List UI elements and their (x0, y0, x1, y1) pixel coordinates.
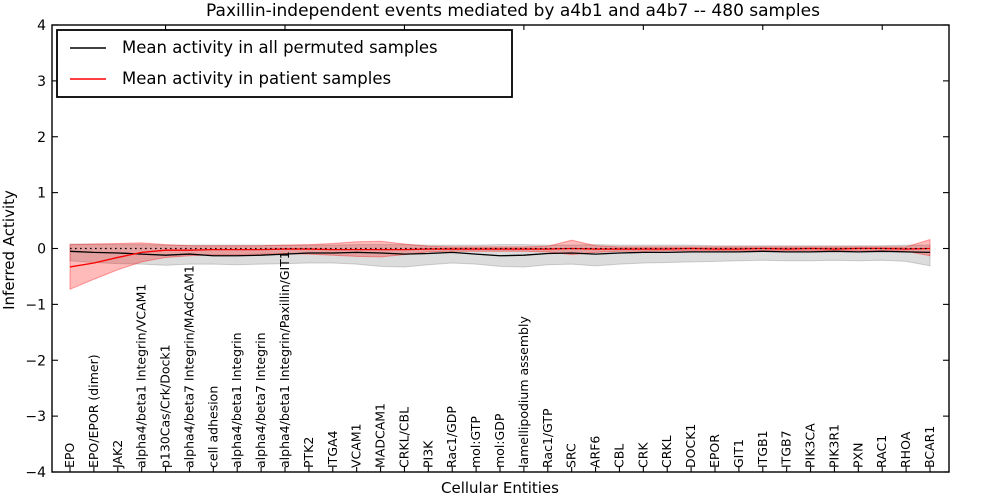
x-tick-label: ITGA4 (325, 430, 340, 468)
x-tick-label: lamellipodium assembly (516, 316, 531, 468)
x-tick-label: cell adhesion (205, 386, 220, 468)
x-tick-label: RAC1 (874, 435, 889, 468)
x-tick-label: RHOA (898, 431, 913, 468)
permuted-mean-line (69, 250, 931, 257)
y-tick-label: 2 (37, 130, 46, 146)
x-tick-label: alpha4/beta1 Integrin/VCAM1 (134, 284, 149, 468)
x-tick-label: CBL (611, 444, 626, 468)
x-tick-label: alpha4/beta7 Integrin/MAdCAM1 (181, 265, 196, 468)
y-tick-label: −4 (25, 465, 46, 481)
x-tick-label: CRK (635, 442, 650, 468)
y-tick-label: −2 (25, 353, 46, 369)
x-tick-label: PI3K (420, 440, 435, 468)
x-tick-label: PIK3R1 (826, 424, 841, 468)
x-tick-label: Rac1/GTP (540, 408, 555, 468)
y-axis-label: Inferred Activity (0, 190, 18, 310)
plot-border (51, 24, 950, 473)
y-tick-label: 1 (37, 186, 46, 202)
x-tick-label: alpha4/beta1 Integrin (229, 332, 244, 468)
x-tick-label: CRKL (659, 435, 674, 468)
x-tick-label: EPO/EPOR (dimer) (86, 354, 101, 468)
y-tick-label: 3 (37, 74, 46, 90)
x-tick-label: SRC (564, 443, 579, 468)
x-tick-label: PIK3CA (803, 423, 818, 468)
y-tick-label: 0 (37, 242, 46, 258)
x-tick-label: BCAR1 (922, 426, 937, 468)
x-tick-label: JAK2 (110, 440, 125, 469)
x-tick-label: EPOR (707, 434, 722, 468)
x-tick-label: CRKL/CBL (396, 407, 411, 468)
x-tick-label: ARF6 (588, 436, 603, 468)
chart-title: Paxillin-independent events mediated by … (206, 1, 820, 21)
x-tick-label: PTK2 (301, 437, 316, 468)
patient-range-band (69, 238, 931, 291)
x-tick-label: mol:GDP (492, 413, 507, 468)
y-tick-label: −1 (25, 297, 46, 313)
x-tick-label: MADCAM1 (373, 403, 388, 468)
x-tick-label: ITGB1 (755, 430, 770, 468)
y-tick-label: −3 (25, 409, 46, 425)
x-tick-label: VCAM1 (349, 423, 364, 468)
x-tick-label: p130Cas/Crk/Dock1 (158, 344, 173, 468)
x-tick-label: DOCK1 (683, 424, 698, 468)
x-tick-label: GIT1 (731, 439, 746, 468)
legend: Mean activity in all permuted samples Me… (56, 29, 513, 98)
x-tick-label: PXN (850, 443, 865, 468)
y-tick-label: 4 (37, 18, 46, 34)
x-tick-label: alpha4/beta7 Integrin (253, 332, 268, 468)
y-tick-labels: 4 3 2 1 0 −1 −2 −3 −4 (25, 18, 46, 481)
x-tick-label: EPO (62, 443, 77, 468)
x-tick-label: mol:GTP (468, 416, 483, 468)
x-tick-label: ITGB7 (779, 430, 794, 468)
x-tick-labels: EPO EPO/EPOR (dimer) JAK2 alpha4/beta1 Inte… (62, 251, 937, 469)
x-tick-label: alpha4/beta1 Integrin/Paxillin/GIT1 (277, 251, 292, 468)
x-axis-label: Cellular Entities (441, 479, 559, 497)
legend-label-permuted: Mean activity in all permuted samples (122, 38, 438, 57)
x-tick-label: Rac1/GDP (444, 406, 459, 468)
legend-label-patient: Mean activity in patient samples (122, 69, 391, 88)
legend-box (56, 29, 513, 98)
